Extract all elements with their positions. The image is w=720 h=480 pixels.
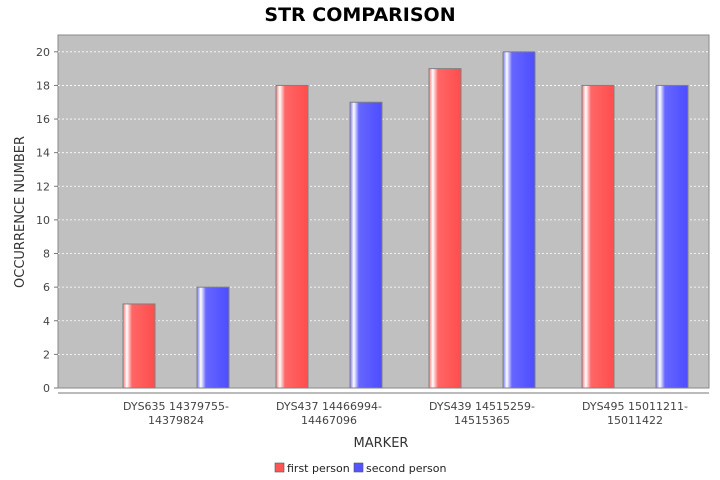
y-tick-label: 18 <box>36 79 50 92</box>
x-category-label: DYS635 14379755- <box>123 400 229 413</box>
x-axis-title: MARKER <box>354 436 409 451</box>
y-tick-label: 2 <box>43 348 50 361</box>
y-axis: 0 2 4 6 8 10 12 14 16 18 20 <box>36 46 58 395</box>
bars <box>122 51 689 389</box>
x-category-label: 14515365 <box>454 414 510 427</box>
x-category-label: 14467096 <box>301 414 357 427</box>
legend-label-second-person: second person <box>366 462 446 475</box>
y-tick-label: 12 <box>36 180 50 193</box>
y-tick-label: 14 <box>36 147 50 160</box>
legend: first person second person <box>274 462 446 475</box>
legend-swatch-second-person <box>353 462 364 473</box>
x-axis: DYS635 14379755-14379824 DYS437 14466994-… <box>58 392 709 427</box>
x-category-label: 14379824 <box>148 414 204 427</box>
y-tick-label: 6 <box>43 281 50 294</box>
bar-second-person-1 <box>196 286 230 389</box>
y-tick-label: 0 <box>43 382 50 395</box>
y-tick-label: 16 <box>36 113 50 126</box>
gridlines <box>58 51 709 355</box>
bar-first-person-1 <box>122 303 156 389</box>
y-axis-title: OCCURRENCE NUMBER <box>13 136 28 288</box>
bar-second-person-3 <box>502 51 536 389</box>
bar-second-person-4 <box>655 84 689 389</box>
x-category-label: DYS437 14466994- <box>276 400 382 413</box>
y-tick-label: 20 <box>36 46 50 59</box>
x-category-label: DYS495 15011211- <box>582 400 688 413</box>
bar-second-person-2 <box>349 101 383 389</box>
x-category-label: DYS439 14515259- <box>429 400 535 413</box>
legend-label-first-person: first person <box>287 462 350 475</box>
y-tick-label: 10 <box>36 214 50 227</box>
y-tick-label: 4 <box>43 315 50 328</box>
bar-first-person-2 <box>275 84 309 389</box>
legend-swatch-first-person <box>274 462 285 473</box>
bar-first-person-4 <box>581 84 615 389</box>
chart-title: STR COMPARISON <box>264 4 455 26</box>
x-category-label: 15011422 <box>607 414 663 427</box>
y-tick-label: 8 <box>43 248 50 261</box>
bar-first-person-3 <box>428 68 462 389</box>
